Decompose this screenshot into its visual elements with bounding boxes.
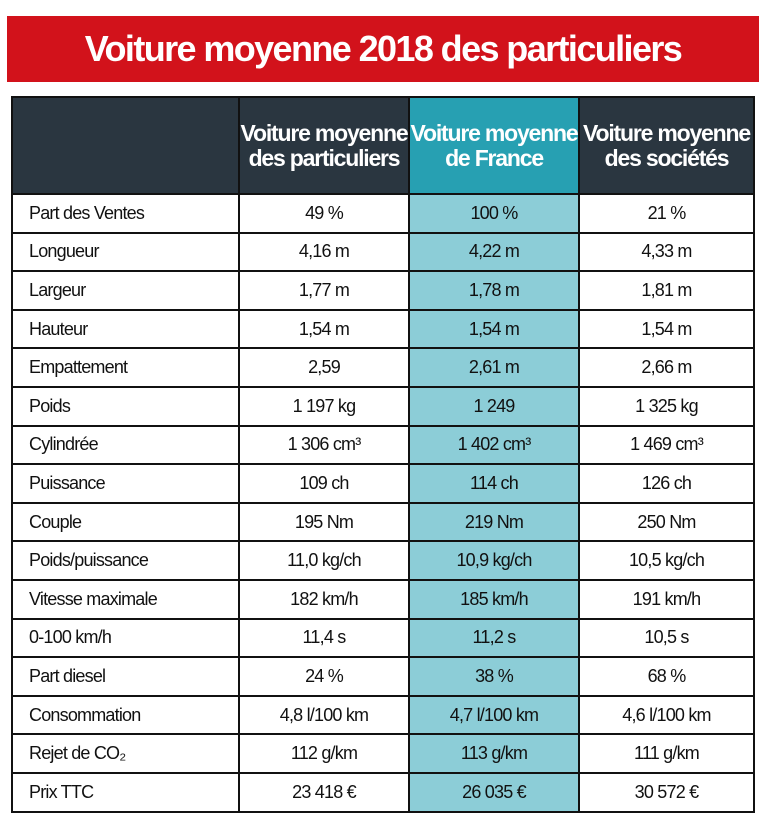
- table-row: Consommation 4,8 l/100 km 4,7 l/100 km 4,6 …: [11, 694, 755, 736]
- row-label: Couple: [11, 501, 240, 543]
- row-label: Vitesse maximale: [11, 578, 240, 620]
- table-row: Largeur 1,77 m 1,78 m 1,81 m: [11, 270, 755, 311]
- header-empty: [11, 96, 240, 195]
- table-row: Puissance 109 ch 114 ch 126 ch: [11, 463, 755, 504]
- table-row: 0-100 km/h 11,4 s 11,2 s 10,5 s: [11, 617, 755, 659]
- table-cell: 112 g/km: [238, 733, 410, 774]
- table-cell: 4,22 m: [408, 231, 580, 273]
- table-cell: 23 418 €: [238, 771, 410, 813]
- table-row: Vitesse maximale 182 km/h 185 km/h 191 km/h: [11, 578, 755, 620]
- table-cell: 219 Nm: [408, 501, 580, 543]
- table-row: Longueur 4,16 m 4,22 m 4,33 m: [11, 231, 755, 273]
- table-cell: 30 572 €: [578, 771, 755, 813]
- row-label: Puissance: [11, 463, 240, 504]
- table-cell: 1 306 cm³: [238, 424, 410, 466]
- table-row: Couple 195 Nm 219 Nm 250 Nm: [11, 501, 755, 543]
- table-cell: 114 ch: [408, 463, 580, 504]
- table-cell: 2,59: [238, 347, 410, 388]
- table-cell: 1 325 kg: [578, 385, 755, 427]
- table-cell: 4,16 m: [238, 231, 410, 273]
- table-cell: 11,0 kg/ch: [238, 540, 410, 581]
- table-cell: 100 %: [408, 193, 580, 234]
- table-cell: 109 ch: [238, 463, 410, 504]
- table-cell: 10,5 kg/ch: [578, 540, 755, 581]
- table-cell: 24 %: [238, 656, 410, 697]
- table-row: Hauteur 1,54 m 1,54 m 1,54 m: [11, 308, 755, 350]
- header-particuliers: Voiture moyenne des particuliers: [238, 96, 410, 195]
- table-cell: 1 197 kg: [238, 385, 410, 427]
- table-cell: 1,54 m: [238, 308, 410, 350]
- table-cell: 4,7 l/100 km: [408, 694, 580, 736]
- table-cell: 195 Nm: [238, 501, 410, 543]
- table-cell: 38 %: [408, 656, 580, 697]
- header-france: Voiture moyenne de France: [408, 96, 580, 195]
- table-cell: 2,61 m: [408, 347, 580, 388]
- table-cell: 1 402 cm³: [408, 424, 580, 466]
- table-cell: 113 g/km: [408, 733, 580, 774]
- table-cell: 1,78 m: [408, 270, 580, 311]
- row-label: Largeur: [11, 270, 240, 311]
- row-label: Longueur: [11, 231, 240, 273]
- table-cell: 2,66 m: [578, 347, 755, 388]
- table-cell: 10,9 kg/ch: [408, 540, 580, 581]
- table-row: Poids 1 197 kg 1 249 1 325 kg: [11, 385, 755, 427]
- row-label: Prix TTC: [11, 771, 240, 813]
- table-cell: 10,5 s: [578, 617, 755, 659]
- header-row: Voiture moyenne des particuliers Voiture…: [11, 96, 755, 195]
- table-cell: 1 469 cm³: [578, 424, 755, 466]
- comparison-table: Voiture moyenne des particuliers Voiture…: [11, 96, 755, 813]
- table-cell: 1,54 m: [408, 308, 580, 350]
- row-label: Poids/puissance: [11, 540, 240, 581]
- table-cell: 111 g/km: [578, 733, 755, 774]
- table-cell: 126 ch: [578, 463, 755, 504]
- table-cell: 1,81 m: [578, 270, 755, 311]
- table-cell: 49 %: [238, 193, 410, 234]
- table-row: Rejet de CO₂ 112 g/km 113 g/km 111 g/km: [11, 733, 755, 774]
- table-cell: 185 km/h: [408, 578, 580, 620]
- row-label: Empattement: [11, 347, 240, 388]
- table-cell: 11,2 s: [408, 617, 580, 659]
- table-cell: 250 Nm: [578, 501, 755, 543]
- table-row: Cylindrée 1 306 cm³ 1 402 cm³ 1 469 cm³: [11, 424, 755, 466]
- table-cell: 21 %: [578, 193, 755, 234]
- row-label: Part diesel: [11, 656, 240, 697]
- table-row: Part diesel 24 % 38 % 68 %: [11, 656, 755, 697]
- table-cell: 11,4 s: [238, 617, 410, 659]
- row-label: Hauteur: [11, 308, 240, 350]
- table-cell: 1 249: [408, 385, 580, 427]
- table-row: Poids/puissance 11,0 kg/ch 10,9 kg/ch 10,5 …: [11, 540, 755, 581]
- table-cell: 26 035 €: [408, 771, 580, 813]
- table-cell: 182 km/h: [238, 578, 410, 620]
- table-cell: 4,8 l/100 km: [238, 694, 410, 736]
- table-cell: 1,77 m: [238, 270, 410, 311]
- row-label: Cylindrée: [11, 424, 240, 466]
- row-label: Part des Ventes: [11, 193, 240, 234]
- table-cell: 1,54 m: [578, 308, 755, 350]
- table-cell: 191 km/h: [578, 578, 755, 620]
- table-cell: 4,33 m: [578, 231, 755, 273]
- table-cell: 68 %: [578, 656, 755, 697]
- table-row: Prix TTC 23 418 €26 035 €30 572 €: [11, 771, 755, 813]
- header-societes: Voiture moyenne des sociétés: [578, 96, 755, 195]
- row-label: Poids: [11, 385, 240, 427]
- row-label: 0-100 km/h: [11, 617, 240, 659]
- table-row: Part des Ventes 49 % 100 % 21 %: [11, 193, 755, 234]
- row-label: Rejet de CO₂: [11, 733, 240, 774]
- row-label: Consommation: [11, 694, 240, 736]
- table-row: Empattement 2,59 2,61 m 2,66 m: [11, 347, 755, 388]
- page-title: Voiture moyenne 2018 des particuliers: [7, 16, 759, 82]
- table-cell: 4,6 l/100 km: [578, 694, 755, 736]
